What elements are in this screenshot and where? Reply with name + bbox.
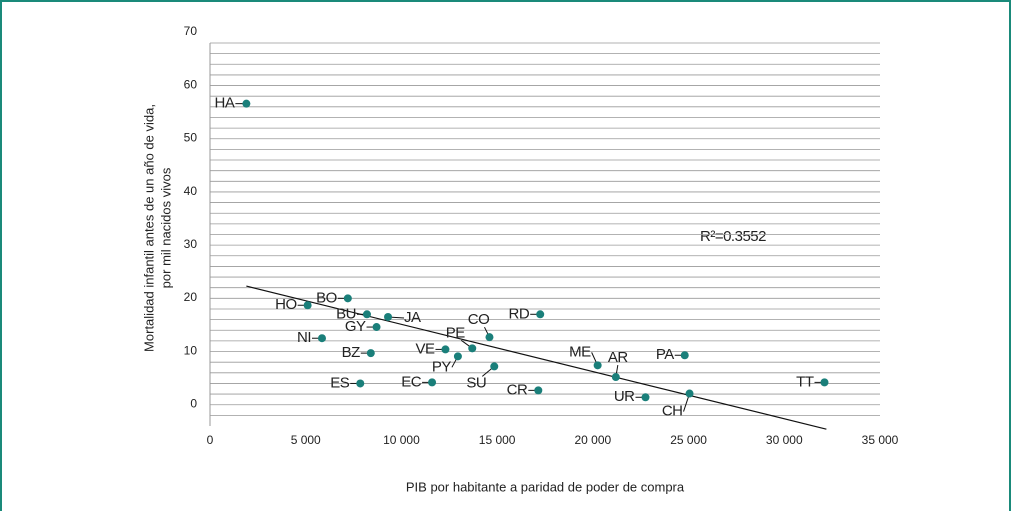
- point-label: HA: [215, 95, 235, 112]
- point-label: RD: [509, 305, 530, 322]
- point: [303, 301, 312, 310]
- point: [362, 310, 371, 319]
- y-tick-label: 0: [190, 397, 197, 411]
- point-label: ES: [330, 374, 350, 391]
- point: [593, 361, 602, 370]
- point-label: TT: [796, 373, 814, 390]
- x-tick-label: 20 000: [575, 433, 612, 447]
- point: [453, 352, 462, 361]
- point-label: ME: [569, 343, 591, 360]
- y-tick-label: 10: [184, 343, 198, 357]
- point-label: BZ: [342, 344, 361, 361]
- point-label: AR: [608, 349, 629, 366]
- point-label: EC: [401, 373, 422, 390]
- point: [343, 294, 352, 303]
- point: [485, 333, 494, 342]
- point-label: NI: [297, 329, 311, 346]
- y-axis-title: por mil nacidos vivos: [158, 167, 173, 288]
- point-label: PY: [432, 358, 452, 375]
- point: [820, 378, 829, 387]
- y-tick-label: 40: [184, 184, 198, 198]
- x-tick-label: 35 000: [862, 433, 899, 447]
- point-label: VE: [415, 340, 435, 357]
- y-tick-label: 30: [184, 237, 198, 251]
- point: [428, 378, 437, 387]
- point: [641, 393, 650, 402]
- x-tick-label: 10 000: [383, 433, 420, 447]
- point: [685, 389, 694, 398]
- point-label: PE: [446, 324, 466, 341]
- point: [441, 345, 450, 354]
- x-tick-label: 0: [207, 433, 214, 447]
- point: [611, 373, 620, 382]
- point: [490, 362, 499, 371]
- point: [366, 349, 375, 358]
- point-label: SU: [466, 374, 486, 391]
- y-tick-label: 50: [184, 131, 198, 145]
- point: [536, 310, 545, 319]
- point: [372, 323, 381, 332]
- point-label: CR: [507, 381, 528, 398]
- point-label: UR: [614, 388, 635, 405]
- point-label: BU: [336, 305, 356, 322]
- point-label: PA: [656, 346, 674, 363]
- point-label: CO: [468, 311, 490, 328]
- point: [356, 379, 365, 388]
- y-tick-label: 20: [184, 290, 198, 304]
- x-tick-label: 25 000: [670, 433, 707, 447]
- x-tick-label: 5 000: [291, 433, 321, 447]
- point: [317, 334, 326, 343]
- point: [680, 351, 689, 360]
- point: [534, 386, 543, 395]
- x-tick-label: 30 000: [766, 433, 803, 447]
- point: [242, 99, 251, 108]
- point-label: CH: [662, 403, 683, 420]
- y-title: Mortalidad infantil antes de un año de v…: [141, 104, 173, 352]
- point-label: HO: [275, 296, 297, 313]
- point-label: JA: [404, 309, 421, 326]
- point: [384, 312, 393, 321]
- y-tick-label: 60: [184, 77, 198, 91]
- y-tick-label: 70: [184, 24, 198, 38]
- trendline: [246, 285, 827, 430]
- point: [468, 344, 477, 353]
- x-axis-title: PIB por habitante a paridad de poder de …: [406, 479, 685, 494]
- x-tick-label: 15 000: [479, 433, 516, 447]
- annotation: R²=0.3552: [700, 228, 766, 245]
- y-axis-title: Mortalidad infantil antes de un año de v…: [141, 104, 156, 352]
- point-label: BO: [316, 289, 337, 306]
- point-label: GY: [345, 318, 366, 335]
